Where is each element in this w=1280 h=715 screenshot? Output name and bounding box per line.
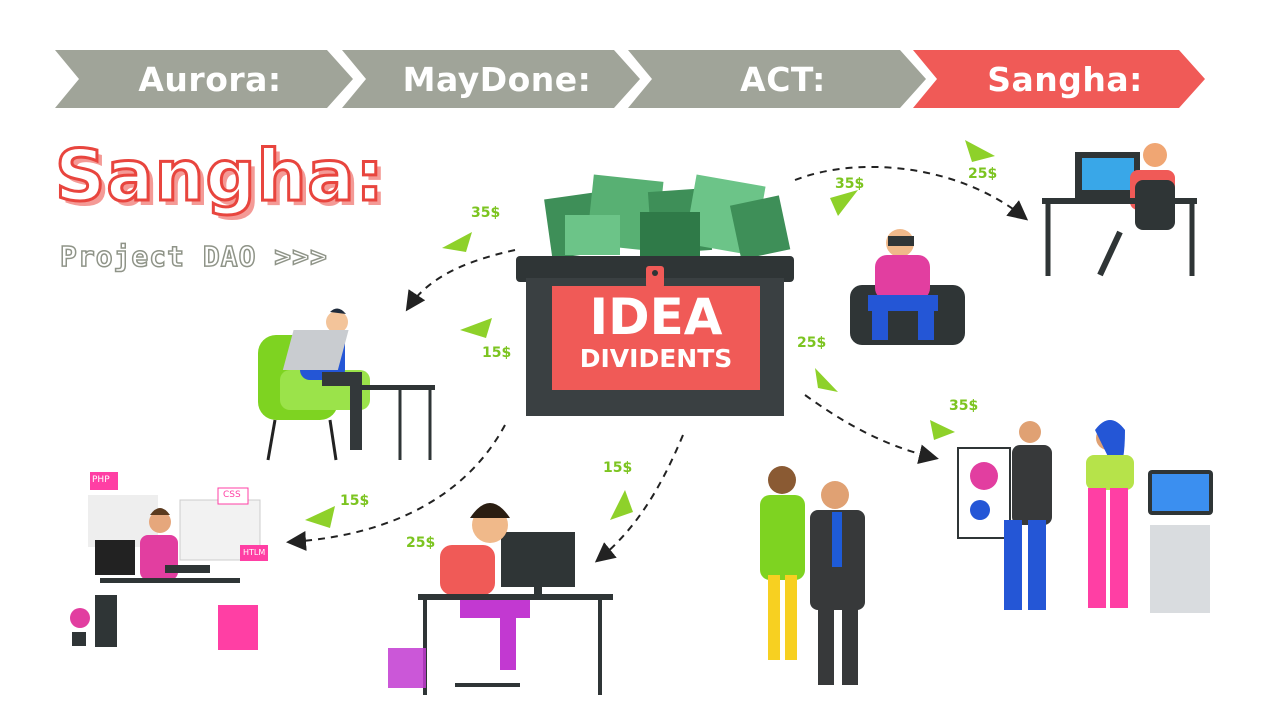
- tag-php: PHP: [92, 475, 110, 485]
- tag-html: HTLM: [243, 548, 266, 557]
- money-arrow-icon: [442, 232, 472, 252]
- dividend-amount-right: 25$: [797, 335, 827, 351]
- dividend-amount-bottom-mid: 15$: [603, 460, 633, 476]
- step-aurora: Aurora:: [55, 50, 353, 108]
- dividend-amount-right-low: 35$: [949, 398, 979, 414]
- developer-desk: [70, 472, 268, 650]
- page-title: Sangha:: [54, 134, 386, 219]
- flow-arrow-bottom-mid: [594, 434, 684, 563]
- business-pair: [760, 466, 865, 685]
- chest-text-idea: IDEA: [589, 288, 723, 346]
- person-vr-couch: [850, 229, 965, 345]
- money-arrow-icon: [460, 318, 492, 338]
- dividend-amount-bottom-left: 15$: [340, 493, 370, 509]
- money-arrow-icon: [965, 140, 995, 162]
- flow-arrow-top-right: [794, 166, 1029, 221]
- page-subtitle: Project DAO >>>: [59, 239, 328, 274]
- dividend-amount-top-right: 35$: [835, 176, 865, 192]
- tag-css: CSS: [223, 490, 241, 500]
- office-worker-top-right: [1042, 143, 1197, 277]
- step-aurora-label: Aurora:: [138, 59, 282, 99]
- money-arrow-icon: [815, 368, 838, 392]
- dividend-amount-mid-left: 15$: [482, 345, 512, 361]
- money-arrow-icon: [930, 420, 955, 440]
- step-maydone-label: MayDone:: [402, 59, 592, 99]
- money-arrow-icon: [830, 190, 858, 216]
- dividend-amount-top-left: 35$: [471, 205, 501, 221]
- chest-text-dividents: DIVIDENTS: [579, 344, 733, 373]
- money-arrow-icon: [305, 506, 335, 528]
- person-armchair-laptop: [258, 308, 435, 461]
- step-sangha: Sangha:: [913, 50, 1205, 108]
- money-pile: [544, 174, 791, 260]
- presentation-team: [957, 420, 1213, 613]
- step-maydone: MayDone:: [342, 50, 640, 108]
- flow-arrows: [286, 166, 1029, 563]
- programmer-monitor: [388, 503, 613, 695]
- money-arrow-icon: [610, 490, 633, 520]
- step-act: ACT:: [628, 50, 926, 108]
- step-sangha-label: Sangha:: [987, 59, 1143, 99]
- flow-arrow-right: [804, 394, 939, 465]
- dividend-amount-far-top-right: 25$: [968, 166, 998, 182]
- flow-arrow-bottom-left: [286, 424, 506, 551]
- flow-arrow-top-left: [405, 249, 516, 312]
- dividend-amount-bottom-left-2: 25$: [406, 535, 436, 551]
- step-act-label: ACT:: [740, 59, 826, 99]
- money-arrows: [305, 140, 995, 528]
- idea-chest: [516, 174, 794, 416]
